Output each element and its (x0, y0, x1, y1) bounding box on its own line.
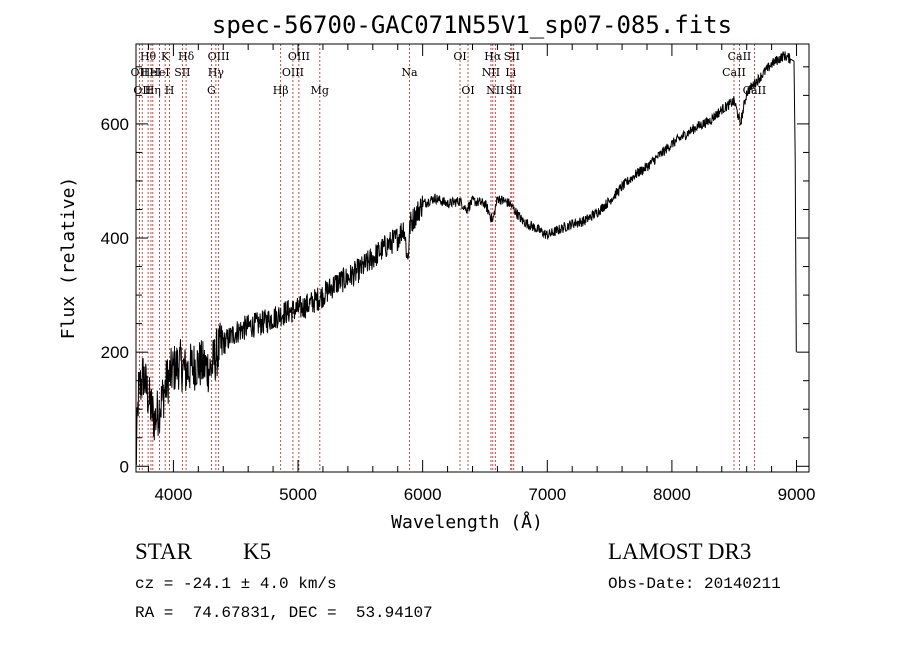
emission-line-labels: OIIOIIHθHeIHηHeIKHSIIHδGHγOIIIHβOIIIOIII… (131, 50, 767, 97)
y-axis-label: Flux (relative) (58, 177, 79, 340)
line-label-17: Na (401, 66, 418, 79)
line-label-3: HeI (141, 66, 161, 79)
x-tick-label-4: 8000 (653, 485, 691, 504)
line-label-10: G (207, 84, 216, 97)
line-label-26: CaII (722, 66, 746, 79)
line-label-5: HeI (149, 66, 169, 79)
line-label-14: OIII (282, 66, 304, 79)
redshift-cz: cz = -24.1 ± 4.0 km/s (135, 575, 337, 593)
y-tick-label-1: 200 (101, 343, 129, 362)
y-tick-label-0: 0 (120, 457, 129, 476)
x-tick-label-0: 4000 (154, 485, 192, 504)
x-tick-label-5: 9000 (778, 485, 816, 504)
line-label-21: Hα (484, 50, 502, 63)
emission-line-markers (138, 44, 755, 472)
object-subclass: K5 (243, 539, 272, 564)
x-tick-label-3: 7000 (528, 485, 566, 504)
line-label-19: OI (461, 84, 474, 97)
line-label-12: OIII (208, 50, 230, 63)
line-label-13: Hβ (273, 84, 289, 97)
spectrum-line (135, 51, 797, 466)
line-label-1: OII (133, 84, 151, 97)
line-label-2: Hθ (140, 50, 157, 63)
line-label-9: Hδ (178, 50, 195, 63)
line-label-15: OIII (288, 50, 310, 63)
line-label-4: Hη (145, 84, 161, 97)
line-label-22: NII (486, 84, 504, 97)
line-label-16: Mg (311, 84, 329, 97)
line-label-20: NII (482, 66, 500, 79)
line-label-0: OII (131, 66, 149, 79)
observation-date: Obs-Date: 20140211 (608, 575, 781, 593)
x-tick-label-2: 6000 (404, 485, 442, 504)
line-label-6: K (161, 50, 170, 63)
survey-name: LAMOST DR3 (608, 539, 752, 564)
line-label-18: OI (453, 50, 466, 63)
x-tick-label-1: 5000 (279, 485, 317, 504)
object-class: STAR (135, 539, 192, 564)
y-axis-ticks: 0 200 400 600 (101, 66, 809, 476)
plot-frame (135, 43, 810, 473)
line-label-27: CaII (728, 50, 752, 63)
line-label-11: Hγ (208, 66, 225, 79)
line-label-24: SII (504, 50, 520, 63)
y-tick-label-2: 400 (101, 229, 129, 248)
coordinates: RA = 74.67831, DEC = 53.94107 (135, 604, 433, 622)
line-label-8: SII (174, 66, 190, 79)
x-axis-label: Wavelength (Å) (391, 511, 543, 533)
line-label-25: SII (506, 84, 522, 97)
line-label-23: Li (505, 66, 516, 79)
chart-title: spec-56700-GAC071N55V1_sp07-085.fits (212, 11, 732, 39)
y-tick-label-3: 600 (101, 115, 129, 134)
x-axis-ticks: 4000 5000 6000 7000 8000 9000 (147, 44, 816, 504)
line-label-7: H (165, 84, 175, 97)
